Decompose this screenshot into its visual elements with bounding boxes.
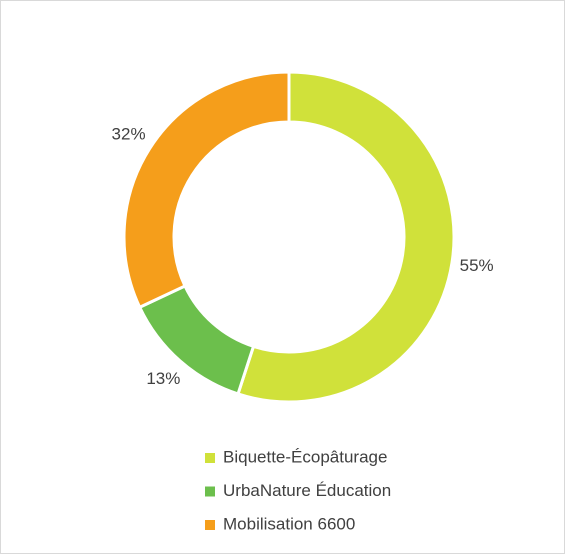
legend-marker	[205, 453, 215, 463]
slice	[122, 70, 291, 310]
slice	[236, 70, 456, 404]
data-label: 55%	[460, 256, 494, 275]
legend-label: Mobilisation 6600	[223, 514, 355, 533]
data-label: 32%	[112, 125, 146, 144]
legend-marker	[205, 486, 215, 497]
legend-label: Biquette-Écopâturage	[223, 447, 387, 466]
legend-label: UrbaNature Éducation	[223, 481, 391, 500]
data-label: 13%	[146, 369, 180, 388]
legend-marker	[205, 520, 215, 530]
